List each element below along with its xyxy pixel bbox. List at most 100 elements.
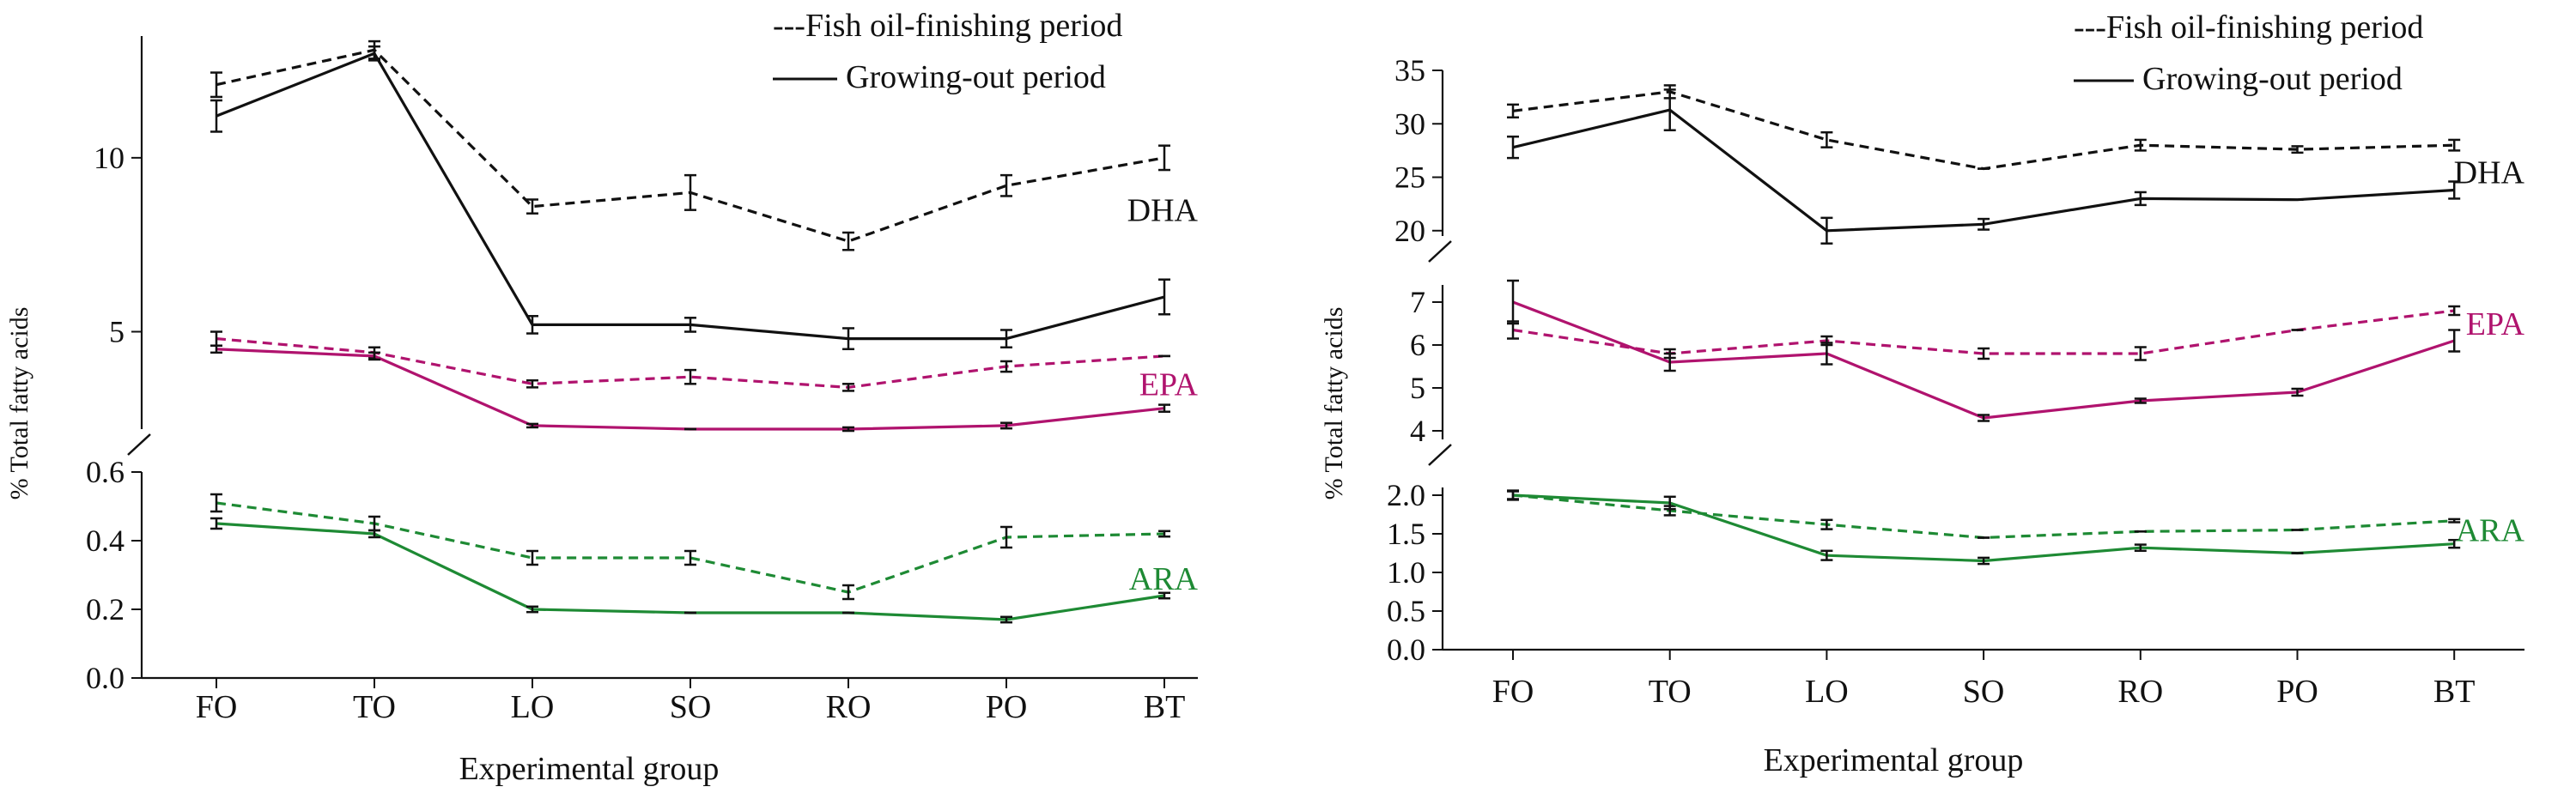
- point-epa-ro: [2134, 397, 2147, 404]
- series-dha-growing-out: [1507, 88, 2461, 245]
- y-tick-label: 0.4: [86, 524, 125, 558]
- point-epa-po: [1000, 360, 1012, 373]
- right-chart: FO TO LO SO RO PO BT Experimental group % Total …: [1320, 9, 2525, 778]
- point-ara-fo: [210, 517, 222, 530]
- point-epa-bt: [2448, 329, 2461, 353]
- point-dha-ro: [842, 327, 854, 351]
- series-line-ara-fish-oil-finishing: [216, 501, 1165, 594]
- point-dha-lo: [1820, 130, 1833, 148]
- series-dha-growing-out: [210, 45, 1170, 351]
- legend: ---Fish oil-finishing period Growing-out …: [2074, 9, 2423, 97]
- point-epa-bt: [2448, 305, 2461, 317]
- point-dha-so: [684, 317, 696, 333]
- x-tick-label-bt: BT: [1144, 689, 1186, 725]
- series-epa-fish-oil-finishing: [210, 330, 1170, 392]
- point-epa-po: [2291, 387, 2304, 397]
- point-dha-po: [1000, 173, 1012, 197]
- point-dha-lo: [526, 198, 538, 215]
- point-dha-bt: [2448, 138, 2461, 152]
- point-dha-fo: [210, 71, 222, 99]
- y-tick-label: 7: [1410, 285, 1425, 319]
- y-tick-label: 0.5: [1387, 594, 1425, 628]
- point-ara-to: [368, 529, 380, 539]
- point-dha-so: [684, 173, 696, 211]
- point-dha-po: [1000, 329, 1012, 349]
- x-tick-label-so: SO: [670, 689, 712, 725]
- legend-label-growing-out: Growing-out period: [2142, 61, 2403, 97]
- point-ara-lo: [1820, 549, 1833, 561]
- point-ara-so: [684, 549, 696, 566]
- left-chart: FO TO LO SO RO PO BT Experimental group % Total …: [5, 8, 1199, 787]
- series-label-dha: DHA: [1127, 193, 1199, 229]
- y-tick-label: 10: [94, 141, 125, 175]
- panel-dha-epa: 5 10 DHA EPA: [94, 36, 1199, 456]
- point-epa-fo: [210, 344, 222, 354]
- x-tick-label-lo: LO: [1805, 674, 1849, 710]
- point-epa-lo: [526, 422, 538, 429]
- point-epa-fo: [1507, 279, 1519, 325]
- point-dha-to: [1663, 88, 1676, 131]
- y-tick-label: 20: [1394, 214, 1425, 248]
- series-line-dha-fish-oil-finishing: [1512, 90, 2455, 171]
- series-ara-fish-oil-finishing: [1507, 489, 2461, 540]
- point-dha-so: [1978, 217, 1990, 231]
- point-ara-ro: [2134, 543, 2147, 553]
- x-axis-title: Experimental group: [459, 751, 720, 787]
- x-tick-label-ro: RO: [2117, 674, 2163, 710]
- series-epa-growing-out: [210, 344, 1170, 433]
- series-ara-growing-out: [210, 517, 1170, 624]
- y-tick-label: 6: [1410, 328, 1425, 362]
- point-dha-bt: [2448, 180, 2461, 200]
- y-axis-title: % Total fatty acids: [5, 307, 33, 500]
- series-label-ara: ARA: [2456, 513, 2525, 549]
- x-tick-label-so: SO: [1963, 674, 2005, 710]
- x-tick-label-po: PO: [986, 689, 1028, 725]
- legend-label-fish-oil-finishing: ---Fish oil-finishing period: [2074, 9, 2423, 45]
- point-ara-bt: [1158, 591, 1170, 600]
- series-label-dha: DHA: [2454, 154, 2525, 191]
- point-ara-lo: [526, 549, 538, 566]
- panel-epa: 4 5 6 7 EPA: [1410, 279, 2525, 466]
- y-tick-label: 35: [1394, 53, 1425, 88]
- axis-break-mark: [1428, 444, 1452, 466]
- y-tick-label: 0.0: [86, 661, 125, 695]
- x-tick-label-lo: LO: [511, 689, 555, 725]
- point-epa-bt: [1158, 403, 1170, 413]
- y-tick-label: 1.5: [1387, 517, 1425, 551]
- series-line-dha-growing-out: [1512, 108, 2455, 233]
- x-tick-label-fo: FO: [1492, 674, 1534, 710]
- series-line-epa-growing-out: [1512, 300, 2455, 420]
- x-tick-label-to: TO: [1649, 674, 1692, 710]
- point-epa-lo: [1820, 342, 1833, 366]
- point-dha-ro: [842, 231, 854, 251]
- point-ara-so: [1978, 556, 1990, 566]
- series-dha-fish-oil-finishing: [1507, 84, 2461, 171]
- panel-dha: 20 25 30 35 DHA: [1394, 53, 2525, 263]
- point-epa-so: [684, 368, 696, 385]
- series-line-ara-growing-out: [1512, 493, 2455, 563]
- point-dha-fo: [1507, 103, 1519, 119]
- point-ara-po: [1000, 615, 1012, 624]
- point-ara-bt: [2448, 518, 2461, 524]
- point-ara-po: [1000, 525, 1012, 549]
- x-tick-label-bt: BT: [2433, 674, 2476, 710]
- panel-ara: 0.0 0.2 0.4 0.6 ARA: [86, 455, 1199, 695]
- point-ara-bt: [1158, 530, 1170, 538]
- y-axis-title: % Total fatty acids: [1320, 307, 1348, 500]
- y-tick-label: 0.2: [86, 592, 125, 626]
- point-ara-to: [1663, 495, 1676, 511]
- y-tick-label: 5: [1410, 371, 1425, 405]
- series-label-epa: EPA: [2466, 306, 2525, 342]
- point-dha-lo: [1820, 216, 1833, 245]
- point-dha-ro: [2134, 191, 2147, 207]
- point-ara-lo: [526, 605, 538, 614]
- legend: ---Fish oil-finishing period Growing-out …: [773, 8, 1122, 95]
- point-epa-ro: [842, 383, 854, 392]
- point-dha-lo: [526, 315, 538, 335]
- point-epa-to: [368, 351, 380, 361]
- point-dha-fo: [1507, 135, 1519, 160]
- series-ara-fish-oil-finishing: [210, 493, 1170, 601]
- y-tick-label: 0.6: [86, 455, 125, 489]
- y-tick-label: 30: [1394, 106, 1425, 141]
- point-dha-bt: [1158, 278, 1170, 316]
